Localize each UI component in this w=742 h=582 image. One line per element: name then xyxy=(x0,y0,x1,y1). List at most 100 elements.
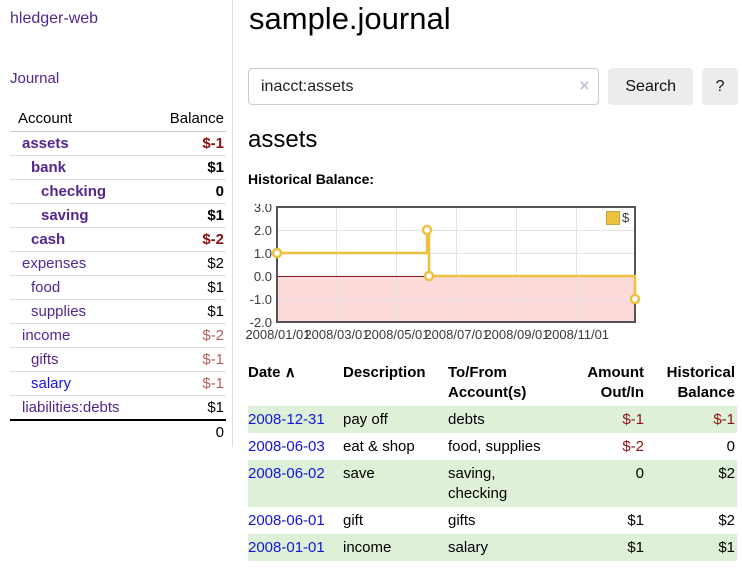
transaction-accounts: salary xyxy=(448,539,489,556)
chart-svg: 3.0 2.0 1.0 0.0 -1.0 -2.0 2008/01/01 200… xyxy=(245,204,641,342)
transaction-description: eat & shop xyxy=(343,438,415,455)
account-link[interactable]: assets xyxy=(22,135,69,152)
accounts-table-body: assets $-1 bank $1 checking 0 saving $1 cash $-2 e… xyxy=(10,131,226,421)
transaction-date-link[interactable]: 2008-06-02 xyxy=(248,465,325,482)
transaction-amount: $1 xyxy=(627,539,644,556)
account-row: food $1 xyxy=(10,275,226,300)
svg-text:2008/09/01: 2008/09/01 xyxy=(484,327,549,342)
account-row: saving $1 xyxy=(10,203,226,228)
account-balance: 0 xyxy=(147,179,226,204)
chart-legend: $ xyxy=(606,210,630,225)
register-row: 2008-06-03 eat & shop food, supplies $-2 0 xyxy=(248,433,737,460)
data-point xyxy=(421,224,433,236)
account-link[interactable]: saving xyxy=(41,207,89,224)
sort-ascending-icon: ∧ xyxy=(284,364,296,381)
transaction-date-link[interactable]: 2008-01-01 xyxy=(248,539,325,556)
register-header-date[interactable]: Date ∧ xyxy=(248,361,343,406)
data-point xyxy=(271,247,283,259)
account-link[interactable]: expenses xyxy=(22,255,87,272)
search-button[interactable]: Search xyxy=(608,68,694,105)
transaction-description: gift xyxy=(343,512,364,529)
transaction-amount: $-2 xyxy=(622,438,644,455)
search-form: × Search ? xyxy=(248,68,738,105)
account-row: checking 0 xyxy=(10,179,226,204)
sidebar-item-journal[interactable]: Journal xyxy=(10,70,60,87)
x-axis-labels: 2008/01/01 2008/03/01 2008/05/01 2008/07… xyxy=(245,327,609,342)
transaction-balance: $1 xyxy=(718,539,735,556)
account-balance: $-2 xyxy=(147,323,226,348)
transaction-accounts: saving, checking xyxy=(448,465,508,502)
account-link[interactable]: food xyxy=(31,279,61,296)
y-axis-labels: 3.0 2.0 1.0 0.0 -1.0 -2.0 xyxy=(250,204,272,330)
register-header-row: Date ∧ Description To/From Account(s) Am… xyxy=(248,361,737,406)
search-help-button[interactable]: ? xyxy=(702,68,738,105)
register-row: 2008-12-31 pay off debts $-1 $-1 xyxy=(248,406,737,433)
account-link[interactable]: gifts xyxy=(31,351,59,368)
account-balance: $1 xyxy=(147,299,226,324)
clear-search-icon[interactable]: × xyxy=(579,76,590,95)
register-header-amount[interactable]: Amount Out/In xyxy=(587,364,644,401)
register-row: 2008-01-01 income salary $1 $1 xyxy=(248,534,737,561)
transaction-accounts: gifts xyxy=(448,512,476,529)
account-link[interactable]: salary xyxy=(31,375,72,392)
transaction-balance: $2 xyxy=(718,465,735,482)
accounts-header-account: Account xyxy=(10,107,148,132)
app-title-link[interactable]: hledger-web xyxy=(10,10,99,27)
accounts-header-balance: Balance xyxy=(147,107,226,132)
transaction-accounts: debts xyxy=(448,411,485,428)
account-row: liabilities:debts $1 xyxy=(10,395,226,421)
account-balance: $-1 xyxy=(147,131,226,156)
account-link[interactable]: income xyxy=(22,327,71,344)
account-balance: $-1 xyxy=(147,347,226,372)
account-link[interactable]: cash xyxy=(31,231,66,248)
register-table: Date ∧ Description To/From Account(s) Am… xyxy=(248,361,737,561)
accounts-table: Account Balance assets $-1 bank $1 checking 0… xyxy=(10,107,226,444)
account-link[interactable]: bank xyxy=(31,159,67,176)
account-balance: $1 xyxy=(147,395,226,421)
svg-text:2008/05/01: 2008/05/01 xyxy=(364,327,429,342)
page-title: sample.journal xyxy=(249,1,451,36)
register-row: 2008-06-01 gift gifts $1 $2 xyxy=(248,507,737,534)
transaction-amount: $1 xyxy=(627,512,644,529)
svg-text:-2.0: -2.0 xyxy=(250,315,272,330)
account-row: gifts $-1 xyxy=(10,347,226,372)
svg-text:1.0: 1.0 xyxy=(254,246,272,261)
register-header-accounts[interactable]: To/From Account(s) xyxy=(448,364,527,401)
svg-text:0.0: 0.0 xyxy=(254,269,272,284)
sidebar: hledger-web Journal Account Balance asse… xyxy=(0,0,233,447)
svg-text:-1.0: -1.0 xyxy=(250,292,272,307)
register-header-description[interactable]: Description xyxy=(343,364,426,381)
account-row: bank $1 xyxy=(10,155,226,180)
accounts-total-value: 0 xyxy=(147,419,226,444)
account-row: expenses $2 xyxy=(10,251,226,276)
transaction-date-link[interactable]: 2008-12-31 xyxy=(248,411,325,428)
svg-text:3.0: 3.0 xyxy=(254,204,272,215)
chart-title: Historical Balance: xyxy=(248,171,375,187)
account-link[interactable]: supplies xyxy=(31,303,87,320)
transaction-balance: $2 xyxy=(718,512,735,529)
register-header-balance[interactable]: Historical Balance xyxy=(666,364,735,401)
svg-text:2008/11/01: 2008/11/01 xyxy=(545,327,609,342)
account-link[interactable]: liabilities:debts xyxy=(22,399,120,416)
transaction-date-link[interactable]: 2008-06-01 xyxy=(248,512,325,529)
account-link[interactable]: checking xyxy=(41,183,107,200)
account-balance: $1 xyxy=(147,275,226,300)
account-balance: $1 xyxy=(147,203,226,228)
register-row: 2008-06-02 save saving, checking 0 $2 xyxy=(248,460,737,507)
search-input[interactable] xyxy=(248,68,600,105)
transaction-date-link[interactable]: 2008-06-03 xyxy=(248,438,325,455)
transaction-description: pay off xyxy=(343,411,388,428)
transaction-description: save xyxy=(343,465,375,482)
plot-border xyxy=(276,206,636,323)
register-table-body: 2008-12-31 pay off debts $-1 $-1 2008-06-03 ea… xyxy=(248,406,737,561)
transaction-amount: $-1 xyxy=(622,411,644,428)
transaction-balance: $-1 xyxy=(713,411,735,428)
date-header-label: Date xyxy=(248,364,281,381)
account-row: assets $-1 xyxy=(10,131,226,156)
account-balance: $2 xyxy=(147,251,226,276)
historical-balance-chart: 3.0 2.0 1.0 0.0 -1.0 -2.0 2008/01/01 200… xyxy=(238,204,642,344)
account-balance: $-2 xyxy=(147,227,226,252)
legend-swatch xyxy=(606,211,620,225)
account-heading: assets xyxy=(248,126,318,153)
data-points xyxy=(271,224,641,305)
